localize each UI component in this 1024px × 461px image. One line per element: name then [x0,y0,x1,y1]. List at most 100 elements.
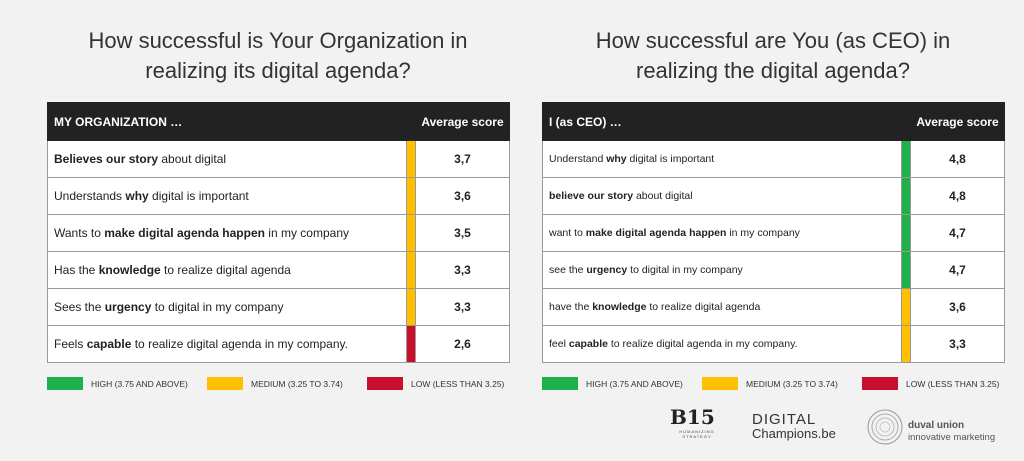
table-row: want to make digital agenda happen in my… [542,214,1005,252]
row-label-part: to digital in my company [627,264,743,276]
legend-swatch [367,377,403,390]
row-label-part: Feels [54,337,87,351]
row-label-part: Wants to [54,226,105,240]
table-row: Wants to make digital agenda happen in m… [47,214,511,252]
ceo-row-score: 4,7 [910,214,1005,252]
ceo-level-stripe [901,288,911,326]
organization-title-line-2: realizing its digital agenda? [145,58,411,83]
organization-row-label: Understands why digital is important [47,177,407,215]
organization-row-score: 3,3 [415,251,511,289]
organization-score-table: MY ORGANIZATION … Average score Believes… [46,102,511,363]
legend-swatch [862,377,898,390]
organization-row-score: 3,5 [415,214,511,252]
legend-swatch [542,377,578,390]
row-label-part: about digital [633,190,693,202]
b15-logo-subtitle: HUMANIZING STRATEGY [679,429,715,439]
row-label-part: to digital in my company [151,300,284,314]
legend-label: LOW (LESS THAN 3.25) [411,378,505,389]
row-label-part: in my company [264,226,349,240]
table-row: Sees the urgency to digital in my compan… [47,288,511,326]
ceo-row-score: 4,7 [910,251,1005,289]
row-label-part: make digital agenda happen [104,226,265,240]
organization-level-stripe [405,140,417,178]
duval-union-logo: duval union innovative marketing [866,408,1006,448]
row-label-part: urgency [586,264,628,276]
row-label-part: want to [549,227,586,239]
ceo-level-stripe [901,251,911,289]
legend-swatch [207,377,243,390]
ceo-row-label: see the urgency to digital in my company [542,251,902,289]
legend-label: LOW (LESS THAN 3.25) [906,378,1000,389]
row-label-part: in my company [726,227,800,239]
ceo-row-score: 4,8 [910,140,1005,178]
ceo-row-label: Understand why digital is important [542,140,902,178]
row-label-part: believe our story [549,190,634,202]
ceo-title-line-1: How successful are You (as CEO) in [595,28,951,53]
row-label-part: capable [568,338,608,350]
duval-union-name: duval union [908,420,965,431]
table-row: Understand why digital is important 4,8 [542,140,1005,178]
table-row: believe our story about digital 4,8 [542,177,1005,215]
legend-item-medium: MEDIUM (3.25 TO 3.74) [702,377,838,390]
legend-item-low: LOW (LESS THAN 3.25) [367,377,504,390]
organization-row-score: 3,6 [415,177,511,215]
table-row: Has the knowledge to realize digital age… [47,251,511,289]
legend-label: MEDIUM (3.25 TO 3.74) [746,378,838,389]
organization-row-label: Wants to make digital agenda happen in m… [47,214,407,252]
row-label-part: capable [86,337,132,351]
ceo-level-stripe [901,177,911,215]
organization-row-score: 2,6 [415,325,511,363]
organization-level-stripe [405,288,417,326]
ceo-row-label: believe our story about digital [542,177,902,215]
b15-logo: B15 HUMANIZING STRATEGY [670,405,724,455]
row-label-part: why [125,189,149,203]
legend-item-high: HIGH (3.75 AND ABOVE) [542,377,683,390]
ceo-header-label: I (as CEO) … [542,102,911,141]
table-row: Feels capable to realize digital agenda … [47,325,511,363]
row-label-part: have the [549,301,593,313]
organization-title-line-1: How successful is Your Organization in [88,28,468,53]
row-label-part: Believes our story [54,152,159,166]
table-row: feel capable to realize digital agenda i… [542,325,1005,363]
row-label-part: knowledge [592,301,647,313]
organization-row-label: Believes our story about digital [47,140,407,178]
row-label-part: digital is important [148,189,249,203]
ceo-header-score: Average score [910,102,1005,141]
table-header-row: I (as CEO) … Average score [542,102,1005,141]
ceo-level-stripe [901,140,911,178]
table-row: Believes our story about digital 3,7 [47,140,511,178]
row-label-part: Sees the [54,300,105,314]
row-label-part: make digital agenda happen [585,227,727,239]
ceo-row-score: 4,8 [910,177,1005,215]
digital-champions-line-2: Champions.be [752,426,836,441]
row-label-part: urgency [104,300,152,314]
b15-logo-mark: B15 [670,405,715,429]
row-label-part: why [606,153,627,165]
row-label-part: Has the [54,263,99,277]
organization-rows: Believes our story about digital 3,7 Under… [47,140,511,363]
organization-header-score: Average score [415,102,511,141]
organization-header-label: MY ORGANIZATION … [46,102,417,141]
organization-row-label: Feels capable to realize digital agenda … [47,325,407,363]
legend-item-high: HIGH (3.75 AND ABOVE) [47,377,188,390]
ceo-row-label: feel capable to realize digital agenda i… [542,325,902,363]
ceo-row-label: want to make digital agenda happen in my… [542,214,902,252]
ceo-level-stripe [901,325,911,363]
digital-champions-line-1: DIGITAL [752,411,817,428]
legend-label: HIGH (3.75 AND ABOVE) [586,378,683,389]
organization-row-label: Has the knowledge to realize digital age… [47,251,407,289]
row-label-part: to realize digital agenda in my company. [131,337,348,351]
legend-label: HIGH (3.75 AND ABOVE) [91,378,188,389]
ceo-level-stripe [901,214,911,252]
legend-swatch [47,377,83,390]
digital-champions-logo: DIGITAL Champions.be [752,412,836,441]
row-label-part: Understands [54,189,126,203]
row-label-part: digital is important [626,153,715,165]
organization-level-stripe [405,251,417,289]
duval-union-tagline: innovative marketing [908,432,996,443]
organization-level-stripe [405,177,417,215]
row-label-part: feel [549,338,569,350]
row-label-part: knowledge [98,263,161,277]
table-header-row: MY ORGANIZATION … Average score [46,102,511,141]
logo-strip: B15 HUMANIZING STRATEGY DIGITAL Champion… [0,400,1024,461]
